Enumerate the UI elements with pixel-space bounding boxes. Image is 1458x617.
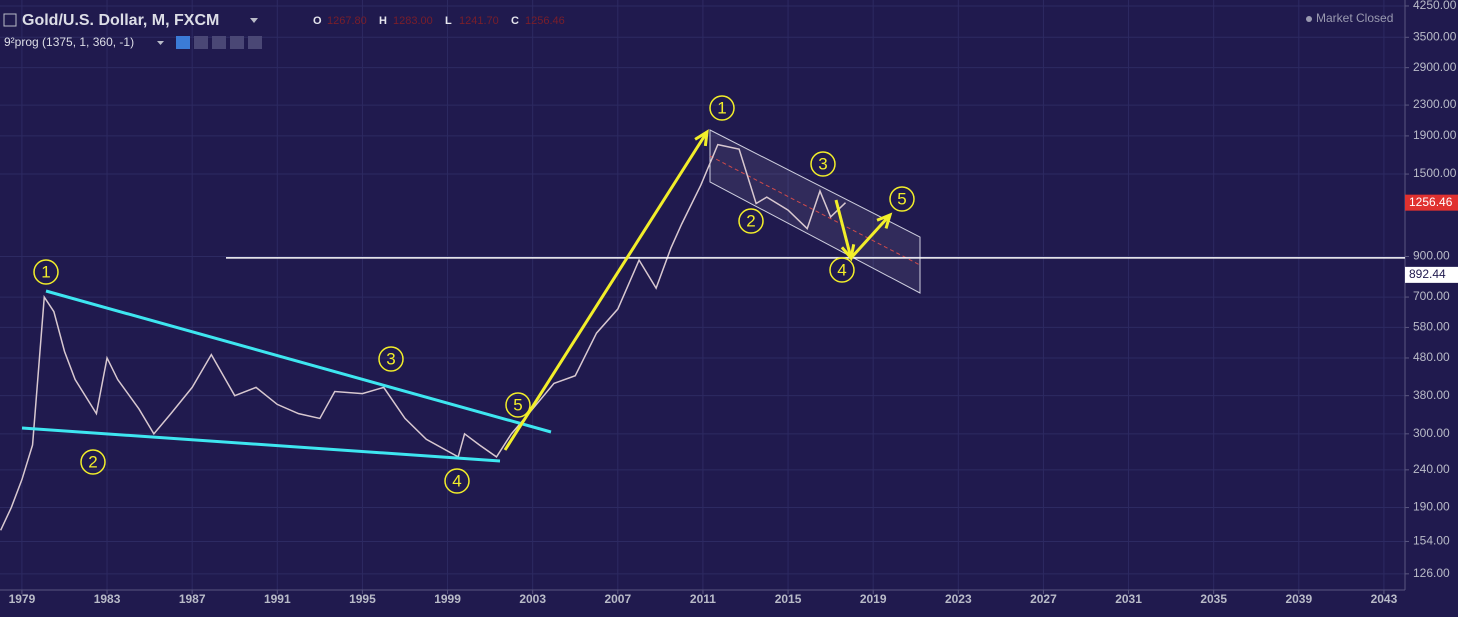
x-tick-label: 2027 [1030, 592, 1057, 606]
y-tick-label: 154.00 [1413, 534, 1450, 548]
drawing-line [503, 131, 709, 451]
y-tick-label: 580.00 [1413, 320, 1450, 334]
drawing-line [709, 155, 921, 266]
ohlc-key: O [313, 15, 322, 27]
y-tick-label: 2300.00 [1413, 97, 1457, 111]
x-tick-label: 1995 [349, 592, 376, 606]
x-tick-label: 2035 [1200, 592, 1227, 606]
x-tick-label: 2019 [860, 592, 887, 606]
wave-circle [709, 95, 735, 121]
indicator-icon [248, 36, 262, 49]
wave-label: 2 [746, 211, 755, 230]
y-tick-label: 900.00 [1413, 249, 1450, 263]
wave-label: 4 [452, 471, 461, 490]
wave-circle [829, 257, 855, 283]
drawing-line [834, 199, 853, 259]
drawing-line [849, 213, 892, 260]
arrow-head [694, 129, 709, 147]
wave-label: 5 [513, 395, 522, 414]
menu-icon [3, 13, 17, 27]
ohlc-key: H [379, 15, 387, 27]
indicator-icon [194, 36, 208, 49]
wave-label: 3 [818, 154, 827, 173]
indicator-label: 9²prog (1375, 1, 360, -1) [4, 35, 134, 49]
y-tick-label: 3500.00 [1413, 29, 1457, 43]
x-tick-label: 2031 [1115, 592, 1142, 606]
ohlc-key: L [445, 15, 452, 27]
status-dot [1306, 16, 1312, 22]
indicator-icon [176, 36, 190, 49]
indicator-icon [212, 36, 226, 49]
wave-label: 2 [88, 452, 97, 471]
y-tick-label: 126.00 [1413, 566, 1450, 580]
wave-label: 1 [41, 262, 50, 281]
price-badge-label: 892.44 [1409, 267, 1446, 281]
x-tick-label: 1987 [179, 592, 206, 606]
arrow-head [876, 212, 893, 229]
dropdown [250, 18, 258, 23]
ohlc-key: C [511, 15, 519, 27]
x-tick-label: 2011 [690, 592, 716, 606]
wave-label: 4 [837, 260, 846, 279]
wave-circle [738, 208, 764, 234]
drawing-line [45, 289, 552, 434]
x-tick-label: 2043 [1371, 592, 1398, 606]
x-tick-label: 2007 [604, 592, 631, 606]
x-tick-label: 1991 [264, 592, 291, 606]
dropdown [157, 41, 164, 45]
y-tick-label: 240.00 [1413, 462, 1450, 476]
price-badge-label: 1256.46 [1409, 195, 1453, 209]
x-tick-label: 2023 [945, 592, 972, 606]
ohlc-value: 1283.00 [393, 15, 433, 27]
x-tick-label: 2003 [519, 592, 546, 606]
market-status: Market Closed [1316, 11, 1393, 25]
wave-circle [444, 468, 470, 494]
ohlc-value: 1241.70 [459, 15, 499, 27]
ohlc-value: 1256.46 [525, 15, 565, 27]
drawing-line [21, 426, 501, 463]
y-tick-label: 2900.00 [1413, 60, 1457, 74]
y-tick-label: 190.00 [1413, 500, 1450, 514]
price-badge [1405, 194, 1458, 211]
x-tick-label: 1999 [434, 592, 461, 606]
x-tick-label: 2015 [775, 592, 802, 606]
wave-circle [889, 186, 915, 212]
x-tick-label: 1979 [9, 592, 36, 606]
y-tick-label: 300.00 [1413, 426, 1450, 440]
y-tick-label: 480.00 [1413, 350, 1450, 364]
wave-label: 3 [386, 349, 395, 368]
header-title: Gold/U.S. Dollar, M, FXCM [22, 12, 219, 29]
x-tick-label: 1983 [94, 592, 121, 606]
wave-circle [505, 392, 531, 418]
wave-label: 5 [897, 189, 906, 208]
price-line [0, 143, 847, 531]
y-tick-label: 380.00 [1413, 388, 1450, 402]
x-tick-label: 2039 [1285, 592, 1312, 606]
indicator-icon [230, 36, 244, 49]
price-badge [1405, 266, 1458, 283]
wave-circle [810, 151, 836, 177]
y-tick-label: 1900.00 [1413, 128, 1457, 142]
wave-circle [378, 346, 404, 372]
wave-circle [80, 449, 106, 475]
ohlc-value: 1267.80 [327, 15, 367, 27]
y-tick-label: 700.00 [1413, 289, 1450, 303]
wave-circle [33, 259, 59, 285]
wave-label: 1 [717, 98, 726, 117]
y-tick-label: 1500.00 [1413, 166, 1457, 180]
axis-strip [0, 591, 1458, 617]
y-tick-label: 4250.00 [1413, 0, 1457, 12]
